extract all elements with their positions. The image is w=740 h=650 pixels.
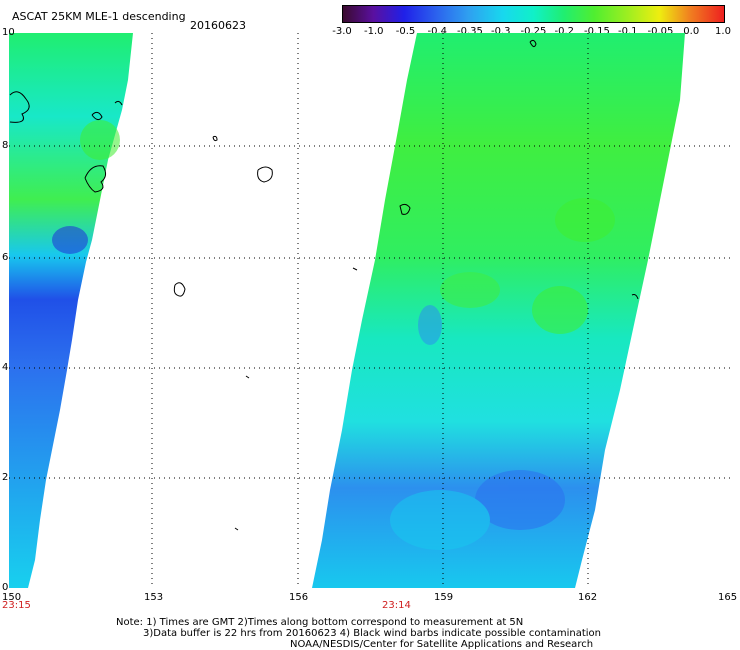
colorbar	[342, 5, 725, 23]
x-tick-165: 165	[718, 592, 738, 603]
colorbar-label: -0.05	[647, 26, 674, 37]
y-tick-4: 4	[2, 362, 9, 373]
right-swath	[312, 33, 685, 588]
map-title: ASCAT 25KM MLE-1 descending	[12, 10, 186, 23]
x-tick-159: 159	[434, 592, 454, 603]
y-tick-8: 8	[2, 140, 9, 151]
x-tick-153: 153	[144, 592, 164, 603]
coastlines	[9, 39, 639, 531]
grid	[9, 33, 733, 588]
colorbar-label: -0.35	[457, 26, 483, 37]
y-tick-10: 10	[2, 27, 15, 38]
swath-texture	[52, 120, 615, 550]
colorbar-label: -0.4	[427, 26, 447, 37]
time-label-left: 23:15	[2, 600, 31, 611]
colorbar-label: -0.5	[395, 26, 416, 37]
note-line-1: Note: 1) Times are GMT 2)Times along bot…	[116, 617, 524, 628]
y-tick-0: 0	[2, 582, 9, 593]
colorbar-label: 1.0	[715, 26, 731, 37]
colorbar-label: -0.15	[584, 26, 610, 37]
note-line-2: 3)Data buffer is 22 hrs from 20160623 4)…	[143, 628, 601, 639]
left-swath	[9, 33, 133, 588]
x-tick-162: 162	[578, 592, 598, 603]
colorbar-label: -1.0	[363, 26, 384, 37]
y-tick-6: 6	[2, 252, 9, 263]
colorbar-label: -0.3	[490, 26, 511, 37]
y-tick-2: 2	[2, 472, 9, 483]
colorbar-label: -3.0	[332, 26, 352, 37]
x-tick-150: 150	[2, 592, 22, 603]
map-date: 20160623	[190, 19, 246, 32]
colorbar-label: -0.1	[617, 26, 638, 37]
colorbar-label: -0.25	[520, 26, 547, 37]
colorbar-label: -0.2	[554, 26, 574, 37]
colorbar-label: 0.0	[683, 26, 700, 37]
note-line-3: NOAA/NESDIS/Center for Satellite Applica…	[290, 639, 594, 650]
time-label-right: 23:14	[382, 600, 411, 611]
x-tick-156: 156	[289, 592, 309, 603]
